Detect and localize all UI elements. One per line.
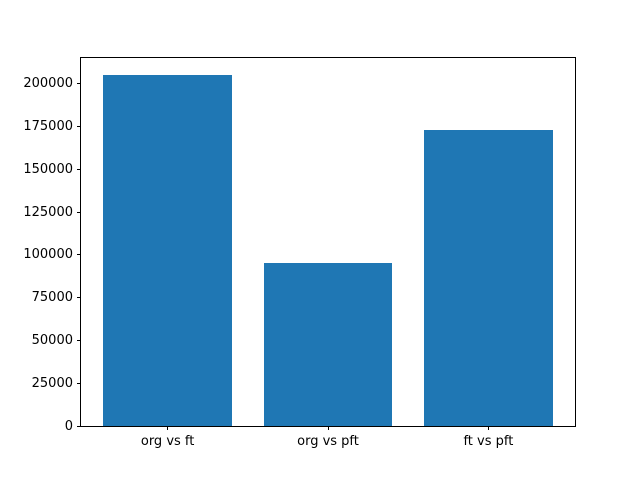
y-tick-label: 0 — [64, 418, 73, 434]
y-tick-label: 50000 — [31, 332, 73, 348]
y-tick-mark — [77, 254, 81, 256]
y-tick-mark — [77, 83, 81, 85]
x-tick-mark — [487, 426, 489, 430]
x-tick-label: org vs pft — [297, 434, 359, 449]
y-tick-mark — [77, 297, 81, 299]
y-tick-label: 100000 — [23, 247, 73, 263]
y-tick-label: 200000 — [23, 76, 73, 92]
bar-org-vs-pft — [263, 262, 393, 426]
y-tick-mark — [77, 168, 81, 170]
y-tick-label: 175000 — [23, 118, 73, 134]
bar-org-vs-ft — [103, 75, 232, 426]
x-tick-label: org vs ft — [140, 434, 195, 449]
y-tick-label: 150000 — [23, 161, 73, 177]
x-tick-mark — [167, 426, 169, 430]
plot-area: 0 25000 50000 75000 100000 125000 150000 175000… — [23, 57, 576, 449]
y-tick-mark — [77, 425, 81, 427]
y-tick-mark — [77, 382, 81, 384]
x-tick-label: ft vs pft — [463, 434, 514, 449]
y-tick-mark — [77, 339, 81, 341]
y-tick-mark — [77, 125, 81, 127]
y-tick-label: 75000 — [31, 290, 73, 306]
y-tick-label: 25000 — [31, 375, 73, 391]
y-tick-mark — [77, 211, 81, 213]
y-tick-label: 125000 — [23, 204, 73, 220]
bar-ft-vs-pft — [424, 130, 553, 426]
x-tick-mark — [327, 426, 329, 430]
